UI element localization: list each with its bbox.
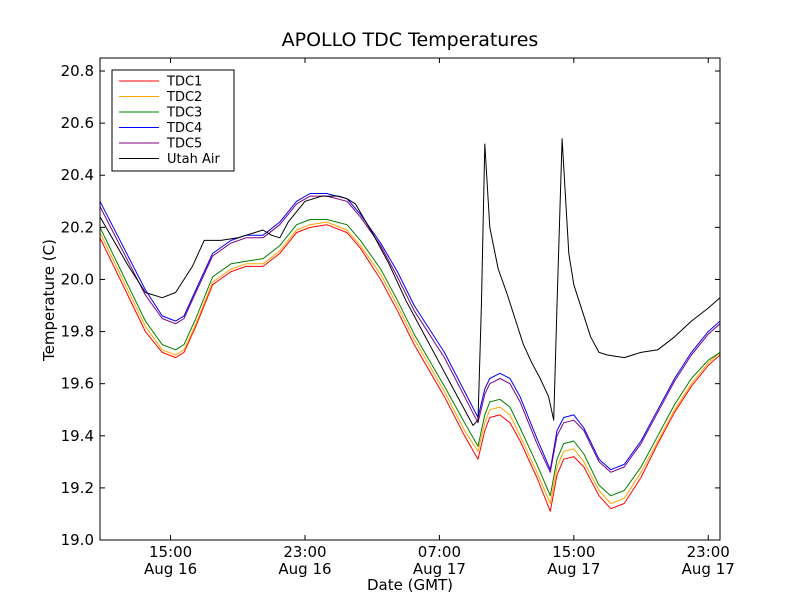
- series-line-tdc4: [100, 193, 720, 471]
- x-axis-label: Date (GMT): [367, 576, 453, 594]
- y-tick-label: 20.2: [61, 218, 94, 236]
- x-tick-label-date: Aug 16: [278, 560, 331, 578]
- legend-label: TDC3: [166, 106, 202, 121]
- x-tick-label-time: 23:00: [283, 543, 326, 561]
- y-tick-label: 19.6: [61, 375, 94, 393]
- y-tick-label: 20.6: [61, 114, 94, 132]
- x-tick-label-time: 23:00: [687, 543, 730, 561]
- series-line-tdc2: [100, 221, 720, 504]
- x-tick-label-date: Aug 17: [413, 560, 466, 578]
- y-tick-label: 19.4: [61, 427, 94, 445]
- legend-label: Utah Air: [167, 152, 220, 167]
- x-tick-label-time: 15:00: [552, 543, 595, 561]
- y-tick-label: 19.2: [61, 479, 94, 497]
- legend-label: TDC5: [166, 137, 202, 152]
- x-tick-label-date: Aug 16: [144, 560, 197, 578]
- y-tick-label: 20.0: [61, 270, 94, 288]
- y-tick-label: 20.4: [61, 166, 94, 184]
- legend-box: [111, 69, 235, 172]
- y-tick-label: 19.8: [61, 323, 94, 341]
- axes-frame: [99, 57, 721, 541]
- legend-label: TDC1: [166, 75, 202, 90]
- x-tick-label-date: Aug 17: [547, 560, 600, 578]
- y-axis-label: Temperature (C): [40, 239, 58, 362]
- x-tick-label-date: Aug 17: [682, 560, 735, 578]
- series-line-tdc1: [100, 224, 720, 512]
- y-tick-label: 20.8: [61, 62, 94, 80]
- chart-title: APOLLO TDC Temperatures: [282, 29, 539, 51]
- series-line-tdc5: [100, 195, 720, 473]
- x-tick-label-time: 07:00: [418, 543, 461, 561]
- series-line-utah-air: [100, 138, 720, 426]
- series-line-tdc3: [100, 219, 720, 497]
- axes: 19.0 19.2 19.4 19.6 19.8 20.0 20.2 20.4 20.6 20.8…: [61, 57, 735, 578]
- plot-area: [100, 138, 720, 512]
- legend-label: TDC4: [166, 121, 202, 136]
- y-tick-label: 19.0: [61, 531, 94, 549]
- x-tick-label-time: 15:00: [149, 543, 192, 561]
- legend-label: TDC2: [166, 90, 202, 105]
